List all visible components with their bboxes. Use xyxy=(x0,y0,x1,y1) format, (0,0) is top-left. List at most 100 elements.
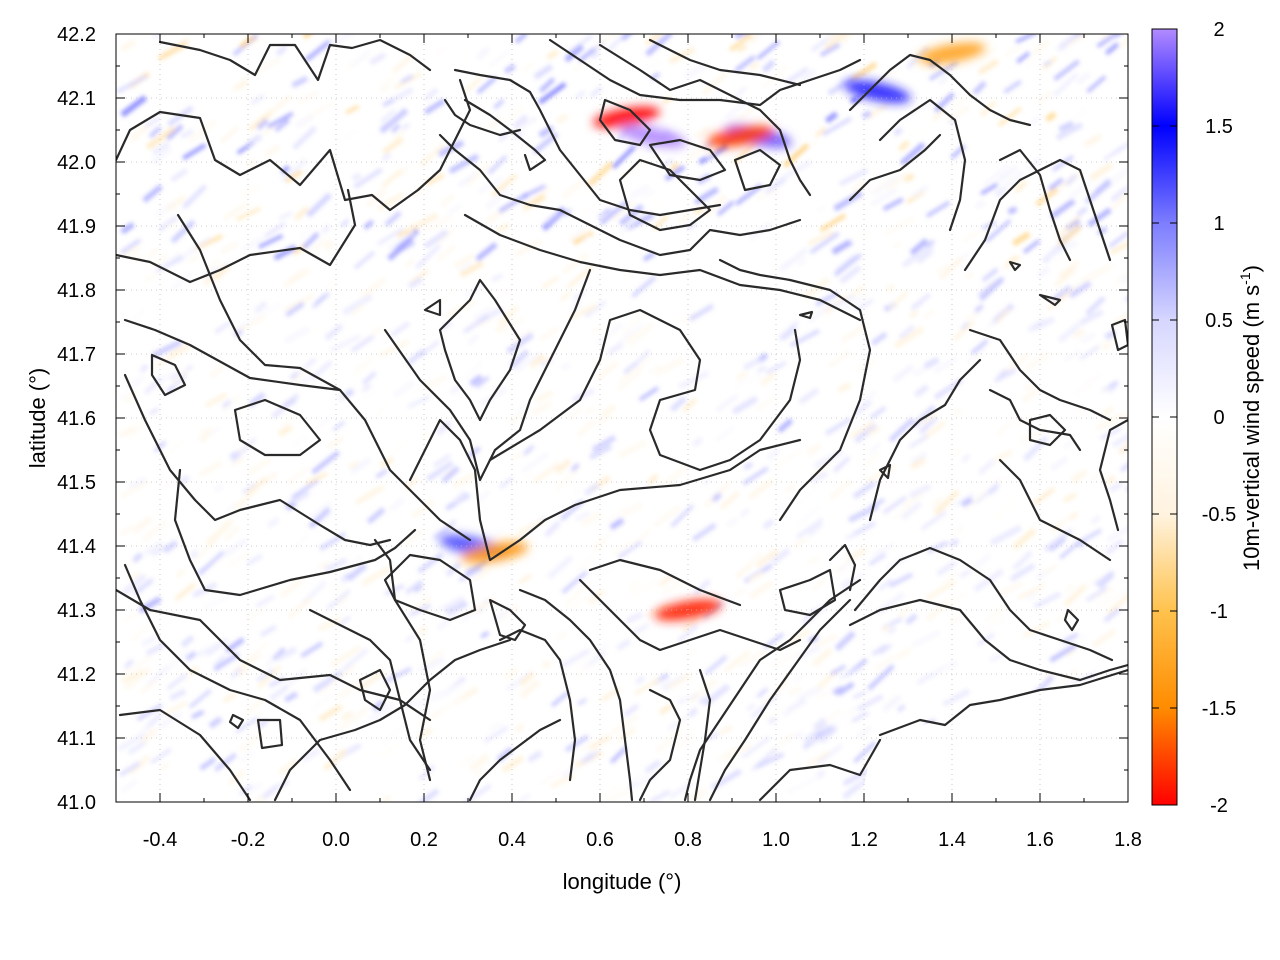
colorbar-tick-label: 2 xyxy=(1213,19,1224,41)
contour-line xyxy=(848,53,1032,127)
field-texture xyxy=(116,34,1128,802)
contour-line xyxy=(1038,293,1062,307)
contour-line xyxy=(648,138,727,182)
colorbar-label: 10m-vertical wind speed (m s-1) xyxy=(1237,265,1264,571)
x-tick-labels: -0.4 -0.2 0.0 0.2 0.4 0.6 0.8 1.0 1.2 1.4 1.6 1.8 xyxy=(143,829,1142,851)
contour-line xyxy=(488,308,802,472)
contour-line xyxy=(438,278,522,422)
contour-line xyxy=(998,458,1112,562)
y-tick-label: 42.0 xyxy=(57,152,96,174)
extremum-mark xyxy=(707,125,775,148)
contour-line xyxy=(588,558,742,607)
x-tick-label: 1.8 xyxy=(1114,829,1142,851)
contour-line xyxy=(548,38,862,107)
x-tick-label: 0.6 xyxy=(586,829,614,851)
colorbar-tick-label: -1 xyxy=(1210,601,1228,623)
contour-line xyxy=(878,463,892,480)
contour-line xyxy=(1063,608,1080,632)
contour-line xyxy=(358,668,392,712)
contour-line xyxy=(176,213,342,392)
contour-line xyxy=(598,98,652,147)
contour-line xyxy=(878,98,967,232)
contour-line xyxy=(423,298,442,317)
contour-line xyxy=(848,598,1128,682)
contour-line xyxy=(878,668,1128,737)
y-tick-label: 41.1 xyxy=(57,728,96,750)
contour-line xyxy=(518,588,634,802)
contour-line xyxy=(233,398,322,457)
colorbar-label-superscript: -1 xyxy=(1237,272,1253,285)
grid-lines xyxy=(116,34,1128,802)
y-axis-label: latitude (°) xyxy=(25,368,50,469)
y-tick-label: 41.9 xyxy=(57,216,96,238)
y-tick-label: 41.6 xyxy=(57,408,96,430)
contour-line xyxy=(383,553,477,622)
contour-line xyxy=(228,713,245,730)
colorbar-tick-label: 0.5 xyxy=(1205,310,1233,332)
contour-line xyxy=(828,543,857,592)
extremum-mark xyxy=(918,42,986,64)
contour-line xyxy=(273,638,512,802)
contour-line xyxy=(463,98,547,172)
contour-line xyxy=(1110,318,1128,352)
y-tick-label: 42.2 xyxy=(57,24,96,46)
colorbar-tick-label: -1.5 xyxy=(1202,698,1236,720)
contour-line xyxy=(498,628,577,782)
colorbar-tick-label: -2 xyxy=(1210,795,1228,817)
x-tick-label: 0.4 xyxy=(498,829,526,851)
contour-line xyxy=(578,578,802,652)
colorbar-label-close: ) xyxy=(1239,265,1264,272)
no-data-region xyxy=(860,668,1128,802)
colorbar-label-main: 10m-vertical wind speed (m s xyxy=(1239,285,1264,571)
x-tick-label: -0.4 xyxy=(143,829,177,851)
contour-line xyxy=(453,68,722,217)
contour-line xyxy=(998,148,1072,262)
contour-line xyxy=(463,213,862,322)
contour-line xyxy=(798,310,814,320)
y-tick-label: 41.4 xyxy=(57,536,96,558)
y-tick-label: 41.2 xyxy=(57,664,96,686)
x-tick-label: 0.0 xyxy=(322,829,350,851)
contour-line xyxy=(438,133,802,257)
x-tick-label: 0.8 xyxy=(674,829,702,851)
colorbar-tick-label: -0.5 xyxy=(1202,504,1236,526)
heatmap-field xyxy=(116,34,1128,802)
contour-line xyxy=(123,563,352,792)
contour-line xyxy=(638,688,682,802)
contour-line xyxy=(708,598,852,802)
x-tick-label: 1.6 xyxy=(1026,829,1054,851)
x-tick-label: 1.2 xyxy=(850,829,878,851)
contour-line xyxy=(868,358,982,522)
contour-line xyxy=(373,538,432,782)
y-tick-label: 41.7 xyxy=(57,344,96,366)
contour-line xyxy=(1008,260,1022,272)
colorbar-ticks xyxy=(1152,28,1177,806)
colorbar-tick-label: 0 xyxy=(1213,407,1224,429)
contour-line xyxy=(718,258,872,522)
extremum-mark xyxy=(592,106,660,128)
contour-line xyxy=(618,158,712,232)
extremum-mark xyxy=(843,80,911,103)
contour-line xyxy=(758,738,882,802)
contour-line xyxy=(150,353,187,397)
contour-line xyxy=(443,98,522,137)
x-tick-label: 1.4 xyxy=(938,829,966,851)
contour-line xyxy=(778,568,837,617)
x-tick-label: 1.0 xyxy=(762,829,790,851)
colorbar-tick-label: 1 xyxy=(1213,213,1224,235)
contour-line xyxy=(116,188,357,284)
contour-line xyxy=(488,598,527,642)
contour-line xyxy=(968,328,1112,422)
y-tick-label: 41.3 xyxy=(57,600,96,622)
contour-line xyxy=(848,133,942,202)
contour-line xyxy=(733,148,782,192)
contour-line xyxy=(383,268,592,482)
y-tick-label: 41.8 xyxy=(57,280,96,302)
x-tick-label: 0.2 xyxy=(410,829,438,851)
x-tick-label: -0.2 xyxy=(231,829,265,851)
contour-line xyxy=(408,418,802,562)
contour-line xyxy=(116,78,472,212)
contour-line xyxy=(693,668,712,802)
y-tick-label: 41.0 xyxy=(57,792,96,814)
